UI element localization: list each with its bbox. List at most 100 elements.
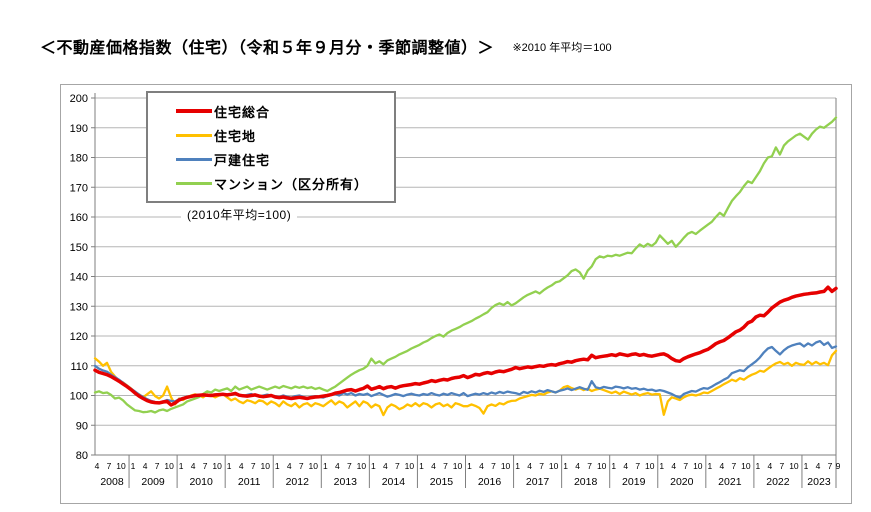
month-label-2017-1: 1 [515, 461, 520, 471]
month-label-2013-7: 7 [347, 461, 352, 471]
month-label-2020-1: 1 [659, 461, 664, 471]
month-label-2018-4: 4 [575, 461, 580, 471]
month-label-2018-10: 10 [597, 461, 607, 471]
y-tick-label-110: 110 [70, 361, 88, 373]
year-label-2008: 2008 [100, 476, 124, 488]
title-row: ＜不動産価格指数（住宅）（令和５年９月分・季節調整値）＞ ※2010 年平均＝1… [40, 34, 612, 58]
year-label-2015: 2015 [430, 476, 454, 488]
month-label-2016-1: 1 [467, 461, 472, 471]
y-tick-label-100: 100 [70, 391, 88, 403]
month-label-2018-1: 1 [563, 461, 568, 471]
month-label-2010-4: 4 [191, 461, 196, 471]
month-label-2013-10: 10 [357, 461, 367, 471]
month-label-2021-1: 1 [707, 461, 712, 471]
month-label-2017-4: 4 [527, 461, 532, 471]
y-tick-label-190: 190 [70, 123, 88, 135]
year-label-2016: 2016 [478, 476, 502, 488]
month-label-2011-4: 4 [239, 461, 244, 471]
legend-label: 住宅総合 [214, 104, 271, 120]
month-label-2008-7: 7 [107, 461, 112, 471]
year-label-2018: 2018 [574, 476, 598, 488]
year-label-2012: 2012 [286, 476, 310, 488]
month-label-2012-4: 4 [287, 461, 292, 471]
month-label-2011-7: 7 [251, 461, 256, 471]
legend-label: 戸建住宅 [214, 152, 271, 168]
month-label-2012-10: 10 [309, 461, 319, 471]
y-tick-label-80: 80 [76, 450, 88, 462]
y-tick-label-170: 170 [70, 182, 88, 194]
month-label-2015-1: 1 [419, 461, 424, 471]
year-label-2011: 2011 [238, 476, 261, 488]
year-label-2019: 2019 [622, 476, 646, 488]
month-label-2016-10: 10 [501, 461, 511, 471]
month-label-2017-7: 7 [539, 461, 544, 471]
month-label-2019-10: 10 [645, 461, 655, 471]
legend-item-detached-house: 戸建住宅 [176, 148, 394, 170]
month-label-2023-9: 9 [836, 461, 841, 471]
month-label-2021-4: 4 [719, 461, 724, 471]
month-label-2009-4: 4 [143, 461, 148, 471]
legend-label: マンション（区分所有） [214, 176, 369, 192]
month-label-2010-10: 10 [212, 461, 222, 471]
series-line-residential-total [93, 285, 838, 407]
month-label-2023-1: 1 [804, 461, 809, 471]
y-tick-label-200: 200 [70, 93, 88, 105]
month-label-2013-1: 1 [323, 461, 328, 471]
month-label-2020-4: 4 [671, 461, 676, 471]
month-label-2011-10: 10 [260, 461, 270, 471]
month-label-2011-1: 1 [227, 461, 232, 471]
year-label-2013: 2013 [334, 476, 358, 488]
month-label-2008-4: 4 [95, 461, 100, 471]
y-tick-label-140: 140 [70, 272, 88, 284]
legend-item-residential-land: 住宅地 [176, 124, 394, 146]
chart-legend: 住宅総合 住宅地 戸建住宅 マンション（区分所有） [146, 91, 396, 203]
page-title: ＜不動産価格指数（住宅）（令和５年９月分・季節調整値）＞ [40, 40, 495, 57]
chart-subtitle: (2010年平均=100) [181, 206, 298, 223]
line-swatch-residential-land [176, 133, 212, 137]
month-label-2019-4: 4 [623, 461, 628, 471]
month-label-2009-7: 7 [155, 461, 160, 471]
y-tick-label-120: 120 [70, 331, 88, 343]
month-label-2022-4: 4 [768, 461, 773, 471]
legend-item-condominium: マンション（区分所有） [176, 172, 394, 194]
year-label-2020: 2020 [670, 476, 694, 488]
year-label-2010: 2010 [189, 476, 213, 488]
y-tick-label-160: 160 [70, 212, 88, 224]
month-label-2010-1: 1 [179, 461, 184, 471]
month-label-2022-1: 1 [756, 461, 761, 471]
month-label-2014-1: 1 [371, 461, 376, 471]
line-swatch-residential-total [176, 109, 212, 113]
series-line-condominium [93, 116, 838, 414]
y-tick-label-90: 90 [76, 420, 88, 432]
legend-item-residential-total: 住宅総合 [176, 100, 394, 122]
title-note: ※2010 年平均＝100 [512, 42, 612, 54]
month-label-2019-7: 7 [635, 461, 640, 471]
month-label-2009-1: 1 [131, 461, 136, 471]
year-label-2009: 2009 [141, 476, 165, 488]
month-label-2014-10: 10 [405, 461, 415, 471]
month-label-2014-4: 4 [383, 461, 388, 471]
month-label-2013-4: 4 [335, 461, 340, 471]
line-swatch-detached-house [176, 157, 212, 161]
y-tick-label-150: 150 [70, 242, 88, 254]
month-label-2021-10: 10 [741, 461, 751, 471]
y-tick-label-180: 180 [70, 153, 88, 165]
chart-container: 80 90 100 110 120 130 140 150 160 170 180 190 200 4 7 1… [60, 84, 852, 504]
month-label-2014-7: 7 [395, 461, 400, 471]
year-label-2022: 2022 [766, 476, 790, 488]
month-label-2019-1: 1 [611, 461, 616, 471]
month-label-2012-1: 1 [275, 461, 280, 471]
month-label-2015-10: 10 [453, 461, 463, 471]
month-label-2010-7: 7 [203, 461, 208, 471]
month-label-2009-10: 10 [164, 461, 174, 471]
month-label-2022-10: 10 [789, 461, 799, 471]
month-label-2018-7: 7 [587, 461, 592, 471]
year-label-2017: 2017 [526, 476, 550, 488]
month-label-2021-7: 7 [731, 461, 736, 471]
month-label-2023-4: 4 [816, 461, 821, 471]
month-label-2016-4: 4 [479, 461, 484, 471]
year-label-2021: 2021 [718, 476, 742, 488]
year-label-2014: 2014 [382, 476, 406, 488]
